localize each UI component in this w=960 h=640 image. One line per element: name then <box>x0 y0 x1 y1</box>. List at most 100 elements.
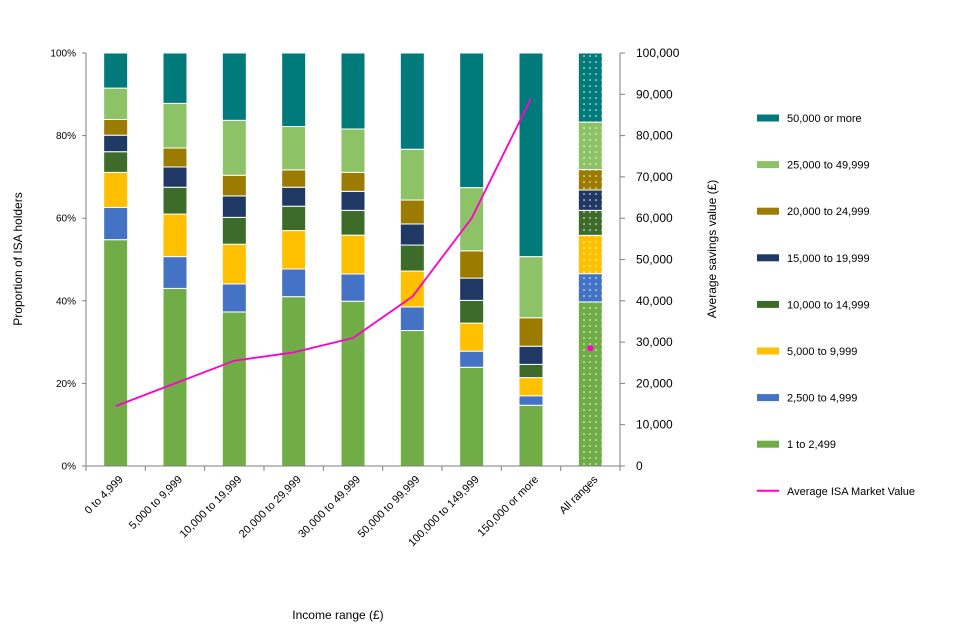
y2-tick-label: 70,000 <box>636 170 673 184</box>
legend-swatch <box>757 440 779 448</box>
y2-tick-label: 80,000 <box>636 129 673 143</box>
bar-segment <box>221 119 247 176</box>
x-tick-label: 5,000 to 9,999 <box>127 474 185 532</box>
x-tick-label: All ranges <box>557 473 600 516</box>
bar-segment <box>162 186 188 215</box>
legend-swatch <box>757 300 779 308</box>
y2-tick-label: 90,000 <box>636 87 673 101</box>
legend-swatch <box>757 347 779 355</box>
bar-segment <box>281 205 307 232</box>
bar-segment <box>399 148 425 201</box>
bar-segment <box>399 330 425 467</box>
bar-segment <box>399 306 425 332</box>
bar-segment <box>518 404 544 467</box>
bar-segment <box>399 270 425 308</box>
y2-tick-label: 60,000 <box>636 211 673 225</box>
bar-segment <box>162 147 188 168</box>
bars-layer <box>103 52 603 467</box>
bar-segment <box>103 239 129 467</box>
bar-segment <box>221 283 247 313</box>
bar-segment <box>340 300 366 467</box>
bar-segment <box>221 243 247 285</box>
bar-segment <box>281 126 307 171</box>
bar-segment <box>518 52 544 258</box>
bar-segment <box>459 322 485 352</box>
bar-segment <box>162 52 188 104</box>
bar-segment <box>459 366 485 467</box>
x-tick-label: 10,000 to 19,999 <box>178 474 245 541</box>
bar-segment <box>162 256 188 289</box>
legend-label: 15,000 to 19,999 <box>787 253 870 265</box>
bar-segment <box>459 250 485 279</box>
y2-tick-label: 50,000 <box>636 253 673 267</box>
bar-segment <box>103 52 129 89</box>
bar-segment <box>281 268 307 298</box>
bar-segment <box>162 287 188 467</box>
bar-segment <box>221 216 247 245</box>
bar-segment <box>340 190 366 211</box>
y2-tick-label: 20,000 <box>636 376 673 390</box>
y2-tick-label: 30,000 <box>636 335 673 349</box>
bar-segment <box>221 311 247 467</box>
legend-label: Average ISA Market Value <box>787 486 915 498</box>
pattern-layer <box>578 53 603 466</box>
bar-segment <box>281 296 307 467</box>
y-tick-label: 0% <box>62 462 77 473</box>
bar-segment <box>340 128 366 173</box>
y-axis-title: Proportion of ISA holders <box>11 192 25 325</box>
bar-segment <box>518 256 544 319</box>
bar-segment <box>103 151 129 173</box>
bar-segment <box>340 52 366 130</box>
legend-swatch <box>757 161 779 169</box>
line-layer <box>115 98 594 407</box>
bar-segment <box>340 273 366 302</box>
x-tick-label: 30,000 to 49,999 <box>296 474 363 541</box>
bar-segment <box>281 230 307 270</box>
legend-label: 50,000 or more <box>787 113 862 125</box>
bar-segment <box>103 171 129 208</box>
bar-segment <box>518 317 544 347</box>
bar-segment <box>518 395 544 406</box>
x-tick-label: 0 to 4,999 <box>83 474 126 517</box>
legend-label: 20,000 to 24,999 <box>787 206 870 218</box>
legend-swatch <box>757 207 779 215</box>
bar-segment <box>399 199 425 225</box>
legend-layer: 50,000 or more 25,000 to 49,999 20,000 to … <box>757 113 915 498</box>
bar-segment <box>162 102 188 149</box>
legend-swatch <box>757 394 779 402</box>
bar-segment <box>340 171 366 192</box>
y2-axis-title: Average savings value (£) <box>705 180 719 319</box>
x-tick-label: 20,000 to 29,999 <box>237 474 304 541</box>
x-axis-title: Income range (£) <box>292 608 383 622</box>
bar-segment <box>518 345 544 365</box>
bar-segment <box>103 206 129 241</box>
y-tick-label: 20% <box>56 379 76 390</box>
y-tick-label: 40% <box>56 296 76 307</box>
bar-segment <box>399 244 425 272</box>
bar-segment <box>281 169 307 188</box>
bar-segment <box>103 134 129 153</box>
bar-segment <box>281 52 307 128</box>
bar-segment <box>399 52 425 150</box>
bar-segment <box>162 166 188 188</box>
x-tick-label: 150,000 or more <box>476 474 542 540</box>
bar-segment <box>518 363 544 379</box>
x-tick-label: 50,000 to 99,999 <box>356 474 423 541</box>
legend-label: 2,500 to 4,999 <box>787 393 857 405</box>
bar-segment <box>459 350 485 368</box>
legend-label: 10,000 to 14,999 <box>787 299 870 311</box>
y2-tick-label: 0 <box>636 459 643 473</box>
bar-segment <box>459 299 485 324</box>
y2-tick-label: 40,000 <box>636 294 673 308</box>
bar-segment <box>162 213 188 258</box>
legend-swatch <box>757 254 779 262</box>
y2-tick-label: 10,000 <box>636 418 673 432</box>
average-value-line <box>115 98 532 407</box>
average-value-point <box>587 345 594 352</box>
bar-segment <box>103 118 129 136</box>
bar-segment <box>281 186 307 207</box>
all-ranges-pattern <box>578 53 603 466</box>
bar-segment <box>340 209 366 236</box>
bar-segment <box>103 87 129 120</box>
